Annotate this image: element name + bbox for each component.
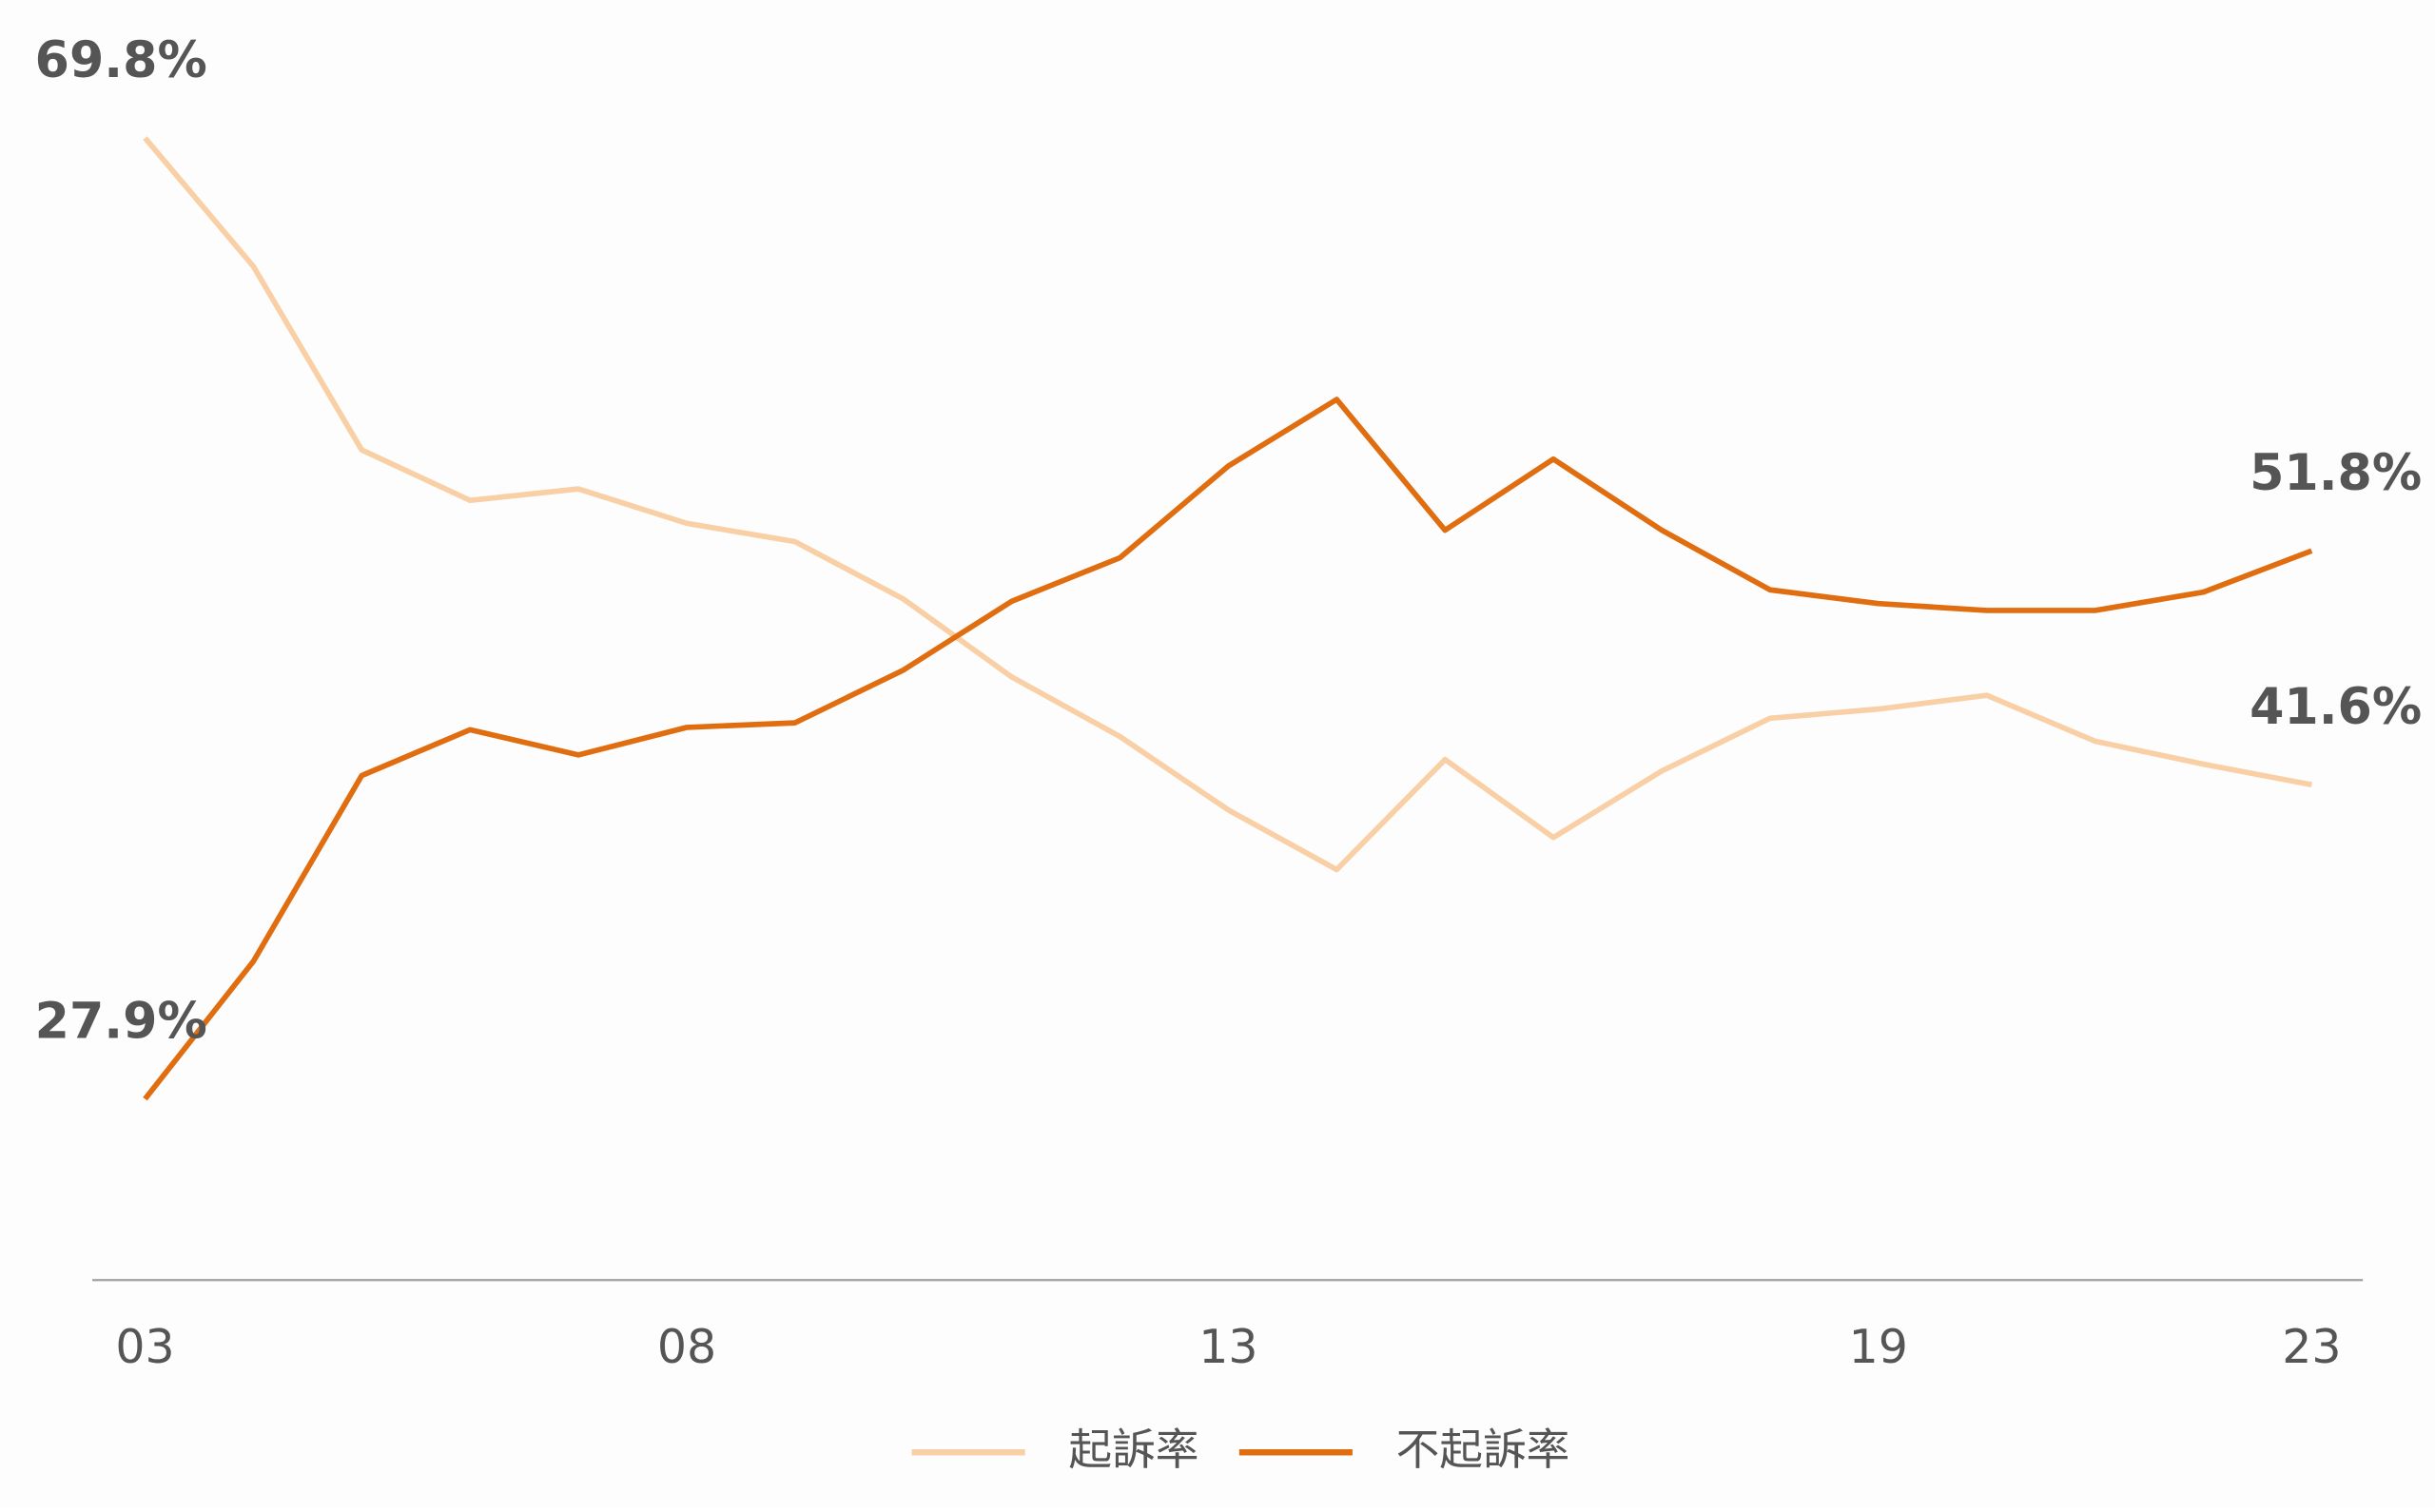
value-label: 51.8% <box>2250 445 2422 502</box>
value-label: 27.9% <box>35 993 207 1050</box>
legend-label: 起訴率 <box>1068 1425 1198 1475</box>
data-line <box>143 136 2312 873</box>
x-tick-label: 08 <box>657 1320 716 1374</box>
value-label: 41.6% <box>2250 679 2422 736</box>
value-label: 69.8% <box>35 32 207 89</box>
data-line <box>143 397 2313 1101</box>
x-tick-label: 13 <box>1198 1320 1257 1374</box>
x-tick-label: 19 <box>1849 1320 1908 1374</box>
legend-label: 不起訴率 <box>1396 1425 1570 1475</box>
x-tick-label: 03 <box>115 1320 174 1374</box>
x-tick-label: 23 <box>2282 1320 2341 1374</box>
